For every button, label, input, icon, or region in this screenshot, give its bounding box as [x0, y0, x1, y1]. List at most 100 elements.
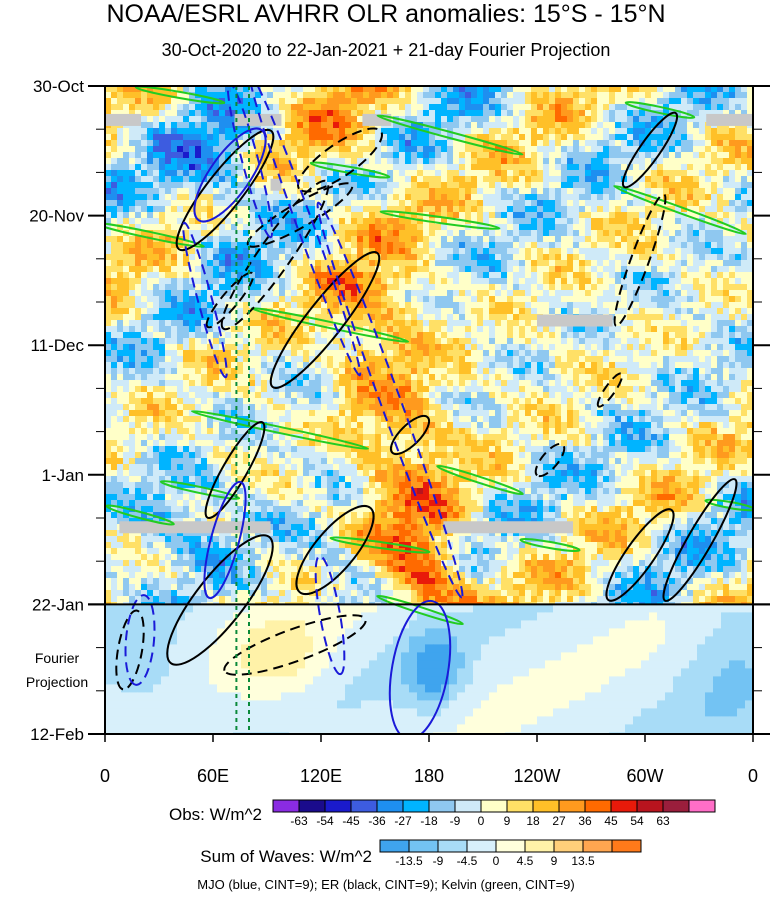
olr-cell [729, 110, 736, 117]
olr-cell [681, 254, 688, 261]
olr-cell [543, 284, 550, 291]
olr-cell [105, 284, 112, 291]
olr-cell [153, 344, 160, 351]
olr-cell [159, 146, 166, 153]
olr-cell [729, 332, 736, 339]
olr-cell [207, 320, 214, 327]
olr-cell [429, 320, 436, 327]
olr-cell [417, 320, 424, 327]
olr-cell [153, 164, 160, 171]
olr-cell [657, 140, 664, 147]
olr-cell [183, 110, 190, 117]
olr-cell [549, 338, 556, 345]
olr-cell [609, 326, 616, 333]
olr-cell [513, 218, 520, 225]
olr-cell [435, 272, 442, 279]
olr-cell [357, 278, 364, 285]
olr-cell [573, 176, 580, 183]
olr-cell [297, 248, 304, 255]
olr-cell [723, 140, 730, 147]
olr-cell [249, 140, 256, 147]
olr-cell [129, 194, 136, 201]
olr-cell [309, 356, 316, 363]
olr-cell [297, 218, 304, 225]
olr-cell [321, 122, 328, 129]
olr-cell [723, 86, 730, 93]
olr-cell [153, 332, 160, 339]
olr-cell [261, 104, 268, 111]
olr-cell [741, 110, 748, 117]
olr-cell [699, 110, 706, 117]
olr-cell [219, 278, 226, 285]
olr-cell [615, 260, 622, 267]
olr-cell [711, 152, 718, 159]
olr-cell [123, 194, 130, 201]
olr-cell [627, 326, 634, 333]
olr-cell [609, 98, 616, 105]
olr-cell [369, 104, 376, 111]
olr-cell [501, 218, 508, 225]
olr-cell [555, 182, 562, 189]
olr-cell [309, 152, 316, 159]
olr-cell [357, 116, 364, 123]
olr-cell [531, 260, 538, 267]
olr-cell [357, 164, 364, 171]
olr-cell [261, 290, 268, 297]
olr-cell [693, 272, 700, 279]
olr-cell [267, 242, 274, 249]
olr-cell [327, 314, 334, 321]
olr-cell [159, 116, 166, 123]
olr-cell [513, 326, 520, 333]
olr-cell [681, 92, 688, 99]
olr-cell [495, 314, 502, 321]
olr-cell [183, 206, 190, 213]
olr-cell [459, 116, 466, 123]
olr-cell [309, 290, 316, 297]
olr-cell [681, 284, 688, 291]
olr-cell [723, 212, 730, 219]
olr-cell [723, 332, 730, 339]
olr-cell [513, 344, 520, 351]
olr-cell [741, 320, 748, 327]
olr-cell [573, 290, 580, 297]
olr-cell [399, 158, 406, 165]
olr-cell [327, 176, 334, 183]
olr-cell [747, 320, 753, 327]
olr-cell [237, 206, 244, 213]
olr-cell [519, 164, 526, 171]
olr-cell [579, 326, 586, 333]
olr-cell [519, 284, 526, 291]
olr-cell [621, 248, 628, 255]
olr-cell [663, 338, 670, 345]
olr-cell [291, 206, 298, 213]
olr-cell [435, 146, 442, 153]
olr-cell [303, 350, 310, 357]
olr-cell [561, 332, 568, 339]
olr-cell [513, 290, 520, 297]
olr-cell [375, 302, 382, 309]
olr-cell [285, 302, 292, 309]
olr-cell [255, 224, 262, 231]
olr-cell [363, 152, 370, 159]
olr-cell [375, 248, 382, 255]
olr-cell [189, 86, 196, 93]
olr-cell [477, 248, 484, 255]
olr-cell [579, 260, 586, 267]
olr-cell [723, 314, 730, 321]
olr-cell [555, 230, 562, 237]
olr-cell [267, 266, 274, 273]
olr-cell [495, 98, 502, 105]
olr-cell [213, 212, 220, 219]
olr-cell [321, 188, 328, 195]
olr-cell [387, 218, 394, 225]
olr-cell [171, 164, 178, 171]
olr-cell [111, 230, 118, 237]
olr-cell [639, 266, 646, 273]
olr-cell [585, 218, 592, 225]
olr-cell [597, 158, 604, 165]
olr-cell [645, 242, 652, 249]
olr-cell [477, 350, 484, 357]
olr-cell [183, 188, 190, 195]
olr-cell [117, 164, 124, 171]
olr-cell [411, 152, 418, 159]
